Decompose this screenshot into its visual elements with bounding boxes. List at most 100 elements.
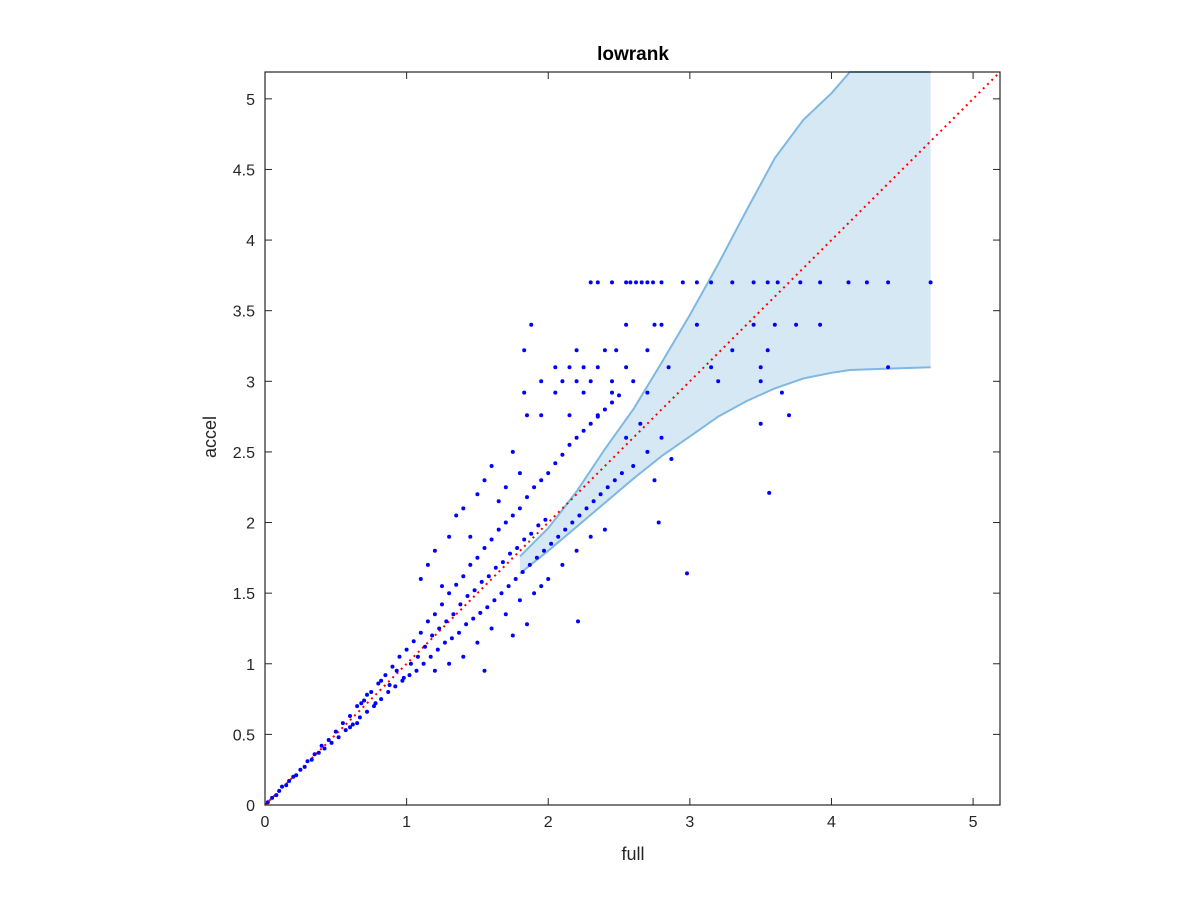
data-point xyxy=(588,421,593,426)
data-point xyxy=(379,678,384,683)
data-point xyxy=(449,636,454,641)
chart-title: lowrank xyxy=(597,44,669,65)
data-point xyxy=(489,464,494,468)
data-point xyxy=(560,379,565,384)
data-point xyxy=(517,506,522,511)
data-point xyxy=(442,640,447,645)
data-point xyxy=(624,280,629,285)
x-axis-label: full xyxy=(621,844,644,864)
data-point xyxy=(503,485,508,490)
data-point xyxy=(651,280,655,285)
data-point xyxy=(751,322,756,327)
x-tick-label: 0 xyxy=(261,814,270,831)
data-point xyxy=(567,442,572,447)
data-point xyxy=(472,588,477,593)
data-point xyxy=(428,654,433,659)
data-point xyxy=(348,725,352,730)
data-point xyxy=(340,721,345,726)
data-point xyxy=(499,591,504,596)
data-point xyxy=(556,534,561,539)
data-point xyxy=(425,619,430,624)
data-point xyxy=(525,413,529,418)
data-point xyxy=(415,654,420,659)
data-point xyxy=(553,461,558,466)
data-point xyxy=(515,546,520,550)
data-point xyxy=(619,471,624,476)
data-point xyxy=(602,348,607,353)
data-point xyxy=(716,379,721,384)
data-point xyxy=(666,365,671,370)
y-tick-label: 2 xyxy=(246,516,255,533)
data-point xyxy=(394,668,399,673)
data-point xyxy=(496,527,501,532)
data-point xyxy=(598,492,603,497)
data-point xyxy=(503,612,508,617)
data-point xyxy=(605,485,610,490)
data-point xyxy=(468,534,473,539)
data-point xyxy=(397,654,402,659)
data-point xyxy=(631,379,636,384)
data-point xyxy=(542,548,546,553)
data-point xyxy=(401,675,406,680)
data-point xyxy=(350,722,355,727)
reference-line-layer xyxy=(264,71,1001,806)
data-point xyxy=(482,668,487,673)
x-tick-label: 3 xyxy=(685,814,694,831)
data-point xyxy=(312,752,317,757)
y-tick-label: 5 xyxy=(246,92,255,109)
y-tick-label: 1.5 xyxy=(233,586,255,603)
data-point xyxy=(475,555,480,560)
data-point xyxy=(355,721,360,726)
data-point xyxy=(287,779,292,783)
confidence-band xyxy=(519,72,931,574)
data-point xyxy=(628,280,633,285)
data-point xyxy=(588,379,593,384)
data-point xyxy=(454,582,459,587)
y-tick-label: 3.5 xyxy=(233,304,255,321)
data-point xyxy=(447,591,452,596)
data-point xyxy=(534,555,539,560)
data-point xyxy=(864,280,869,285)
data-point xyxy=(265,800,270,805)
data-point xyxy=(775,280,780,285)
data-point xyxy=(390,664,395,669)
data-point xyxy=(365,709,369,714)
data-point xyxy=(645,280,650,285)
data-point xyxy=(393,684,398,689)
data-point xyxy=(322,746,327,751)
data-point xyxy=(329,740,334,745)
data-point xyxy=(437,626,442,631)
data-point xyxy=(414,668,419,673)
data-point xyxy=(369,690,374,694)
data-point xyxy=(928,280,933,285)
data-point xyxy=(581,428,586,433)
data-point xyxy=(383,673,388,678)
data-point xyxy=(525,622,529,627)
data-point xyxy=(624,365,629,370)
data-point xyxy=(787,413,791,418)
data-point xyxy=(430,633,435,638)
data-point xyxy=(485,605,490,610)
axes-layer xyxy=(264,71,1001,806)
data-point xyxy=(685,571,689,576)
data-point xyxy=(447,534,452,539)
data-point xyxy=(294,773,299,778)
data-point xyxy=(645,348,650,353)
data-point xyxy=(602,527,607,532)
data-point xyxy=(798,280,803,285)
data-point xyxy=(818,322,823,327)
data-point xyxy=(298,767,303,772)
data-point xyxy=(457,630,461,635)
plot-frame xyxy=(264,71,1001,806)
data-point xyxy=(730,348,735,353)
data-point xyxy=(886,365,891,370)
data-point xyxy=(270,795,275,800)
y-tick-label: 0 xyxy=(246,798,255,815)
data-point xyxy=(359,701,364,706)
data-point xyxy=(553,390,558,395)
data-point xyxy=(508,551,512,556)
data-point xyxy=(536,523,541,528)
data-point xyxy=(631,464,636,468)
data-point xyxy=(539,413,544,418)
data-point xyxy=(846,280,851,285)
